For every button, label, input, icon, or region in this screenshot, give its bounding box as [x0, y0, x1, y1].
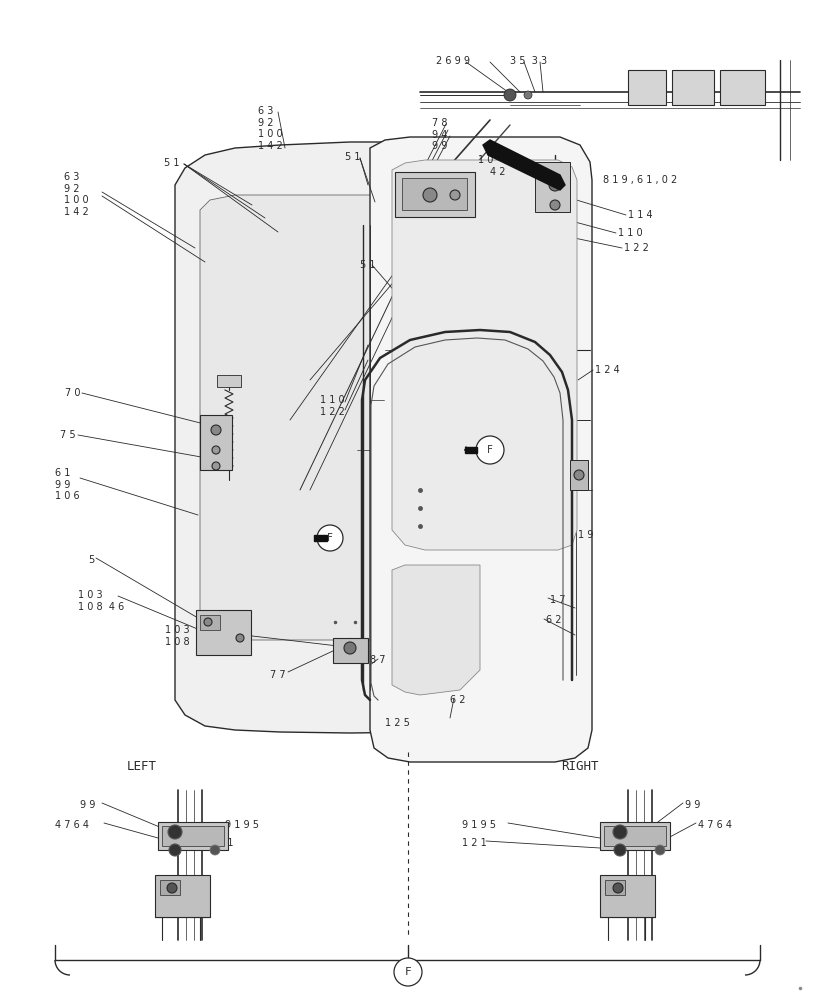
Polygon shape	[483, 140, 565, 190]
Polygon shape	[370, 137, 592, 762]
FancyBboxPatch shape	[158, 822, 228, 850]
Text: 1 9: 1 9	[578, 530, 593, 540]
Text: 9 9: 9 9	[685, 800, 700, 810]
FancyBboxPatch shape	[672, 70, 714, 105]
Circle shape	[504, 89, 516, 101]
Text: RIGHT: RIGHT	[561, 760, 599, 773]
Text: 7 0: 7 0	[65, 388, 81, 398]
FancyBboxPatch shape	[600, 875, 655, 917]
FancyBboxPatch shape	[605, 880, 625, 895]
Circle shape	[614, 844, 626, 856]
Text: 5 1: 5 1	[360, 260, 375, 270]
Text: 8 7: 8 7	[370, 655, 385, 665]
Text: F: F	[327, 533, 333, 543]
Circle shape	[423, 188, 437, 202]
Text: 1 0: 1 0	[478, 155, 494, 165]
Text: 1 2 1: 1 2 1	[462, 838, 487, 848]
Text: 4 7 6 4: 4 7 6 4	[55, 820, 89, 830]
FancyBboxPatch shape	[196, 610, 251, 655]
Text: 6 2: 6 2	[546, 615, 561, 625]
Text: 7 7: 7 7	[270, 670, 286, 680]
Circle shape	[204, 618, 212, 626]
Circle shape	[211, 425, 221, 435]
Text: 4 7 6 4: 4 7 6 4	[698, 820, 732, 830]
Text: 1 2 5: 1 2 5	[385, 718, 410, 728]
FancyBboxPatch shape	[217, 375, 241, 387]
FancyBboxPatch shape	[600, 822, 670, 850]
FancyBboxPatch shape	[570, 460, 588, 490]
Circle shape	[168, 825, 182, 839]
Circle shape	[169, 844, 181, 856]
Text: 6 2: 6 2	[450, 695, 465, 705]
Text: 1 1 0
1 2 2: 1 1 0 1 2 2	[320, 395, 345, 417]
FancyBboxPatch shape	[162, 826, 224, 846]
Text: 5 1: 5 1	[345, 152, 361, 162]
FancyBboxPatch shape	[200, 615, 220, 630]
Text: 2 1: 2 1	[218, 838, 233, 848]
Circle shape	[655, 845, 665, 855]
Text: 5 1: 5 1	[164, 158, 180, 168]
Circle shape	[394, 958, 422, 986]
FancyBboxPatch shape	[155, 875, 210, 917]
Circle shape	[574, 470, 584, 480]
Text: 9 1 9 5: 9 1 9 5	[225, 820, 259, 830]
Circle shape	[450, 190, 460, 200]
Circle shape	[167, 883, 177, 893]
FancyBboxPatch shape	[395, 172, 475, 217]
FancyBboxPatch shape	[160, 880, 180, 895]
Text: 1 1 0: 1 1 0	[618, 228, 643, 238]
FancyBboxPatch shape	[333, 638, 368, 663]
Circle shape	[524, 91, 532, 99]
Text: 7 5: 7 5	[60, 430, 76, 440]
FancyBboxPatch shape	[200, 415, 232, 470]
Text: 5: 5	[88, 555, 95, 565]
Text: 8 1 9 , 6 1 , 0 2: 8 1 9 , 6 1 , 0 2	[603, 175, 677, 185]
FancyBboxPatch shape	[535, 162, 570, 212]
Text: 1 0 3
1 0 8  1 1: 1 0 3 1 0 8 1 1	[165, 625, 211, 647]
Text: 3: 3	[460, 175, 466, 185]
Text: 1 2 2: 1 2 2	[624, 243, 649, 253]
Circle shape	[550, 200, 560, 210]
Text: 9 1 9 5: 9 1 9 5	[462, 820, 496, 830]
Polygon shape	[314, 535, 327, 541]
Circle shape	[236, 634, 244, 642]
Text: 1 7: 1 7	[550, 595, 565, 605]
Text: 7 8
9 4
9 9: 7 8 9 4 9 9	[432, 118, 447, 151]
Text: F: F	[487, 445, 493, 455]
Text: 6 3
9 2
1 0 0
1 4 2: 6 3 9 2 1 0 0 1 4 2	[64, 172, 89, 217]
Text: 2 6 9 9: 2 6 9 9	[436, 56, 470, 66]
Text: F: F	[405, 967, 411, 977]
Text: 6 3
9 2
1 0 0
1 4 2: 6 3 9 2 1 0 0 1 4 2	[258, 106, 283, 151]
Text: 1 2 4: 1 2 4	[595, 365, 619, 375]
Polygon shape	[175, 142, 538, 733]
Circle shape	[317, 525, 343, 551]
Polygon shape	[200, 195, 515, 640]
FancyBboxPatch shape	[604, 826, 666, 846]
FancyBboxPatch shape	[720, 70, 765, 105]
Polygon shape	[392, 160, 577, 550]
Text: 4 2: 4 2	[490, 167, 505, 177]
FancyBboxPatch shape	[402, 178, 467, 210]
Polygon shape	[465, 447, 477, 453]
Circle shape	[212, 462, 220, 470]
Text: 1 1 4: 1 1 4	[628, 210, 653, 220]
Text: 6 1
9 9
1 0 6: 6 1 9 9 1 0 6	[55, 468, 80, 501]
Text: 9 9: 9 9	[80, 800, 95, 810]
Circle shape	[212, 446, 220, 454]
Circle shape	[613, 883, 623, 893]
FancyBboxPatch shape	[628, 70, 666, 105]
Circle shape	[344, 642, 356, 654]
Circle shape	[549, 179, 561, 191]
Circle shape	[476, 436, 504, 464]
Circle shape	[613, 825, 627, 839]
Polygon shape	[392, 565, 480, 695]
Text: 3 5  3 3: 3 5 3 3	[510, 56, 547, 66]
Text: LEFT: LEFT	[127, 760, 157, 773]
Text: 1 0 3
1 0 8  4 6: 1 0 3 1 0 8 4 6	[78, 590, 124, 612]
Circle shape	[210, 845, 220, 855]
